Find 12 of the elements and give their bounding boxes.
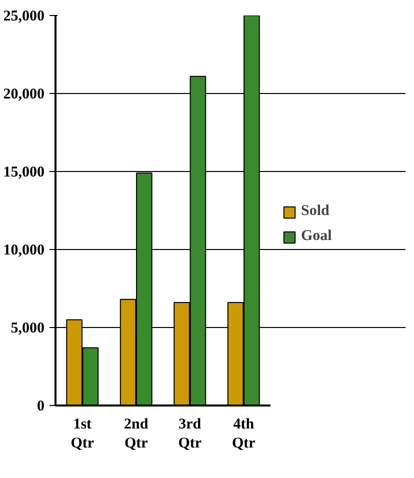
x-tick-label: 1st Qtr <box>70 416 94 452</box>
x-tick-label: 2nd Qtr <box>124 416 149 452</box>
y-tick-label: 5,000 <box>10 320 44 336</box>
x-tick-label: 3rd Qtr <box>178 416 202 452</box>
y-tick-label: 25,000 <box>3 8 44 24</box>
x-tick-label: 4th Qtr <box>232 416 256 452</box>
legend-label: Sold <box>301 203 330 220</box>
legend-label: Goal <box>301 228 332 245</box>
y-tick-label: 10,000 <box>3 242 44 258</box>
y-tick-label: 20,000 <box>3 86 44 102</box>
y-tick-label: 15,000 <box>3 164 44 180</box>
y-tick-label: 0 <box>37 398 44 414</box>
